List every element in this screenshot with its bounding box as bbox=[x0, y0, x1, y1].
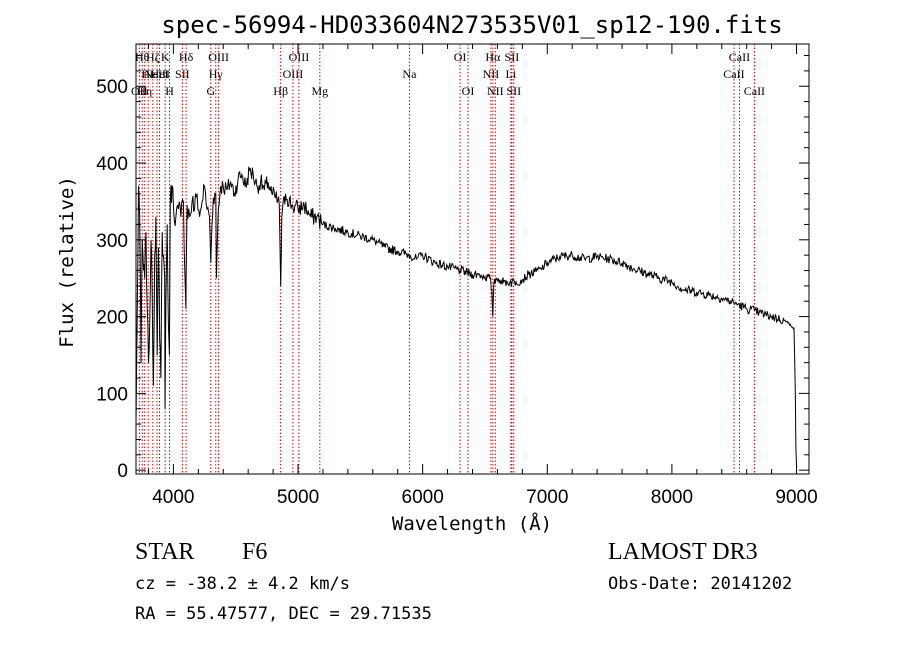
line-label-14: Hβ bbox=[273, 84, 288, 98]
obs-date: Obs-Date: 20141202 bbox=[608, 574, 793, 594]
line-label-0: OII bbox=[131, 84, 148, 98]
line-label-29: CaII bbox=[744, 84, 765, 98]
line-label-20: OI bbox=[462, 84, 475, 98]
x-tick-label-4: 8000 bbox=[651, 487, 693, 508]
line-label-15: OIII bbox=[283, 67, 304, 81]
line-label-27: CaII bbox=[723, 67, 744, 81]
line-label-23: NII bbox=[487, 84, 504, 98]
y-tick-label-0: 0 bbox=[117, 461, 128, 482]
x-tick-label-1: 5000 bbox=[277, 487, 319, 508]
x-axis: 4000 5000 6000 7000 8000 9000 bbox=[147, 44, 818, 508]
plot-frame bbox=[135, 43, 810, 475]
line-label-22: Hα bbox=[485, 50, 501, 64]
line-label-3: Hε bbox=[141, 67, 155, 81]
line-label-16: OIII bbox=[289, 50, 310, 64]
line-label-13: OIII bbox=[208, 50, 229, 64]
line-label-2: Hη bbox=[137, 84, 152, 98]
y-tick-label-1: 100 bbox=[96, 384, 128, 405]
line-label-4: Hζ bbox=[146, 50, 160, 64]
spectrum-series bbox=[135, 166, 797, 467]
x-tick-label-3: 7000 bbox=[526, 487, 568, 508]
y-tick-label-5: 500 bbox=[96, 77, 128, 98]
spectrum-line bbox=[135, 166, 797, 467]
subclass: F6 bbox=[242, 539, 268, 565]
line-label-8: H bbox=[165, 84, 174, 98]
line-label-6: HeI bbox=[151, 67, 169, 81]
x-tick-label-2: 6000 bbox=[402, 487, 444, 508]
y-axis-label: Flux (relative) bbox=[56, 176, 78, 348]
y-tick-label-4: 400 bbox=[96, 154, 128, 175]
chart-title: spec-56994-HD033604N273535V01_sp12-190.f… bbox=[161, 11, 782, 39]
line-label-7: K bbox=[161, 50, 170, 64]
line-label-11: G bbox=[206, 84, 215, 98]
emission-line-markers bbox=[138, 44, 755, 474]
line-label-5: NeIII bbox=[144, 67, 170, 81]
line-label-1: Hθ bbox=[135, 50, 150, 64]
coordinates: RA = 55.47577, DEC = 29.71535 bbox=[135, 604, 432, 624]
y-axis: 0 100 200 300 400 500 bbox=[96, 55, 809, 482]
x-axis-label: Wavelength (Å) bbox=[392, 512, 552, 535]
survey-name: LAMOST DR3 bbox=[608, 539, 758, 565]
x-tick-label-0: 4000 bbox=[152, 487, 194, 508]
line-label-26: SII bbox=[506, 84, 521, 98]
line-label-12: Hγ bbox=[209, 67, 224, 81]
object-class: STAR bbox=[135, 539, 195, 565]
y-tick-label-3: 300 bbox=[96, 231, 128, 252]
x-tick-label-5: 9000 bbox=[775, 487, 817, 508]
line-label-19: OI bbox=[454, 50, 467, 64]
line-label-18: Na bbox=[402, 67, 417, 81]
redshift-text: cz = -38.2 ± 4.2 km/s bbox=[135, 574, 350, 594]
line-label-17: Mg bbox=[311, 84, 328, 98]
line-label-9: SII bbox=[175, 67, 190, 81]
line-label-24: Li bbox=[506, 67, 517, 81]
y-tick-label-2: 200 bbox=[96, 308, 128, 329]
line-label-21: NII bbox=[483, 67, 500, 81]
line-label-10: Hδ bbox=[179, 50, 194, 64]
emission-line-labels: OIIHθHηHεHζNeIIIHeIKHSIIHδGHγOIIIHβOIIIO… bbox=[131, 50, 765, 98]
line-label-25: SII bbox=[505, 50, 520, 64]
line-label-28: CaII bbox=[729, 50, 750, 64]
